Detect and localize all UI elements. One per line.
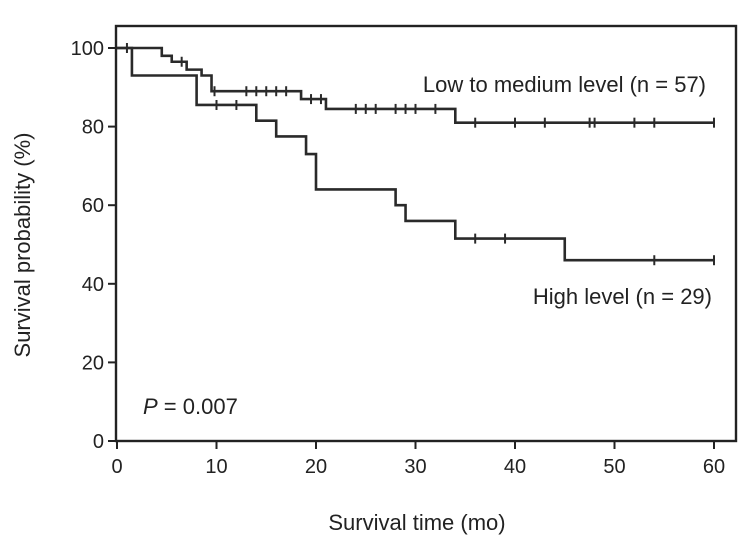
y-tick-label-60: 60	[82, 195, 104, 217]
y-tick-label-20: 20	[82, 352, 104, 374]
p-value-annotation: P = 0.007	[143, 394, 238, 419]
x-tick-label-50: 50	[603, 456, 625, 478]
x-tick-label-40: 40	[504, 456, 526, 478]
x-tick-label-20: 20	[305, 456, 327, 478]
x-tick-label-60: 60	[703, 456, 725, 478]
series-1	[117, 46, 715, 266]
x-tick-label-30: 30	[404, 456, 426, 478]
x-tick-label-0: 0	[111, 456, 122, 478]
series-0	[117, 43, 715, 128]
x-axis-title: Survival time (mo)	[328, 510, 505, 535]
plot-area	[114, 24, 738, 443]
y-axis-ticks: 0 20 40 60 80 100	[71, 38, 116, 453]
y-tick-label-80: 80	[82, 117, 104, 139]
survival-curves	[117, 43, 715, 266]
plot-frame	[114, 24, 738, 443]
p-label: P	[143, 394, 158, 419]
y-axis-title: Survival probability (%)	[10, 133, 35, 358]
y-tick-label-100: 100	[71, 38, 104, 60]
series-label-high: High level (n = 29)	[533, 284, 712, 309]
x-tick-label-10: 10	[205, 456, 227, 478]
y-tick-label-0: 0	[93, 431, 104, 453]
series-label-low-medium: Low to medium level (n = 57)	[423, 72, 706, 97]
x-axis-ticks: 0 10 20 30 40 50 60	[111, 441, 725, 478]
y-tick-label-40: 40	[82, 274, 104, 296]
survival-curve-1	[117, 46, 714, 262]
p-value: = 0.007	[158, 394, 238, 419]
survival-curve-0	[117, 46, 714, 124]
